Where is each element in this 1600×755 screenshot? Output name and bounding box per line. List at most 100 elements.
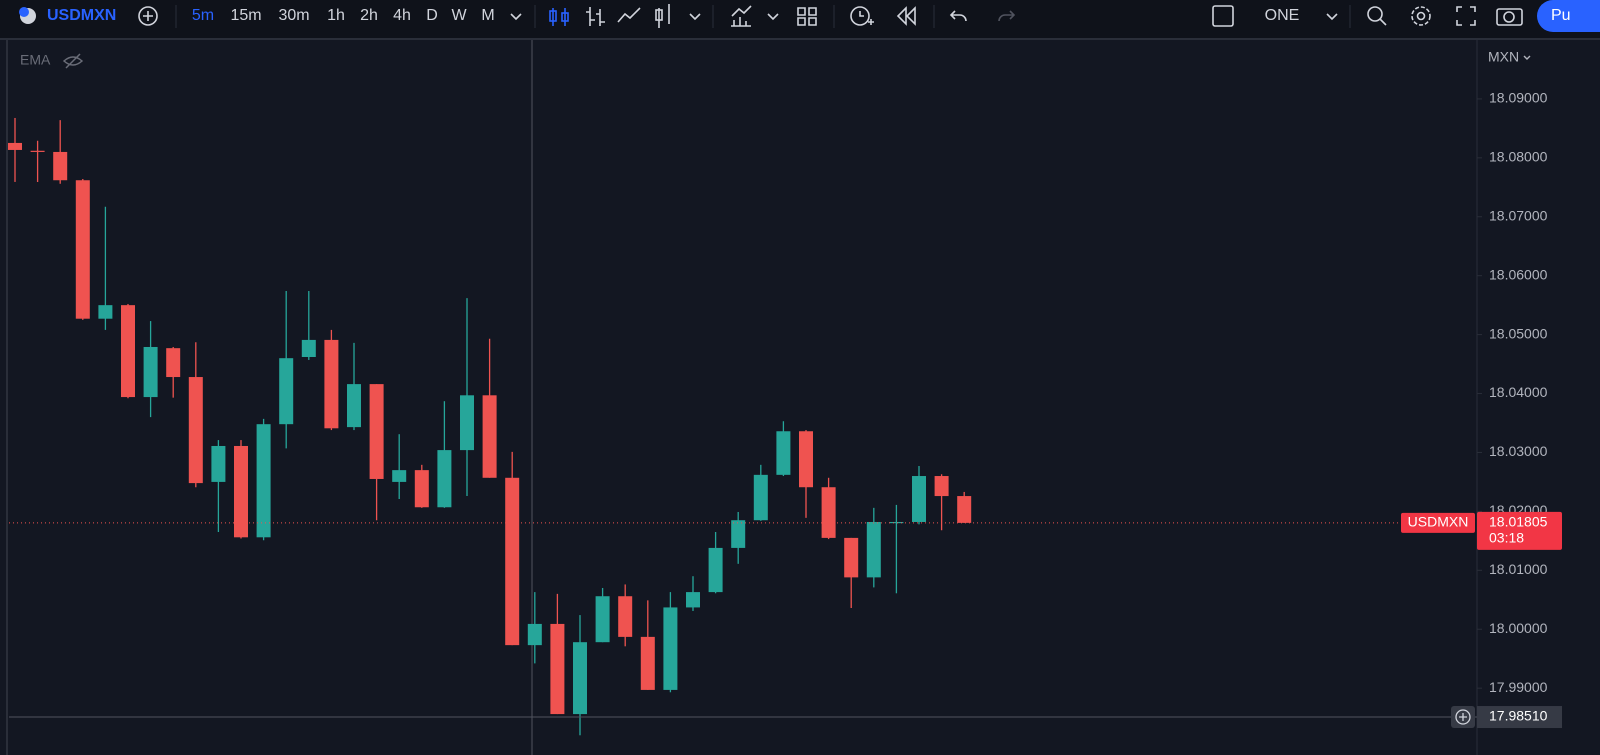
candle-body	[640, 636, 655, 690]
candle-body	[8, 142, 22, 150]
indicators-icon[interactable]	[731, 5, 752, 27]
candle-body	[708, 547, 723, 593]
candle-body	[957, 496, 972, 523]
candle-body	[618, 596, 633, 637]
candle-body	[414, 470, 429, 508]
screenshot-icon[interactable]	[1496, 8, 1523, 26]
candle-body	[188, 377, 203, 484]
candle-body	[279, 358, 294, 425]
candle-body	[527, 623, 542, 646]
candle-body	[256, 424, 271, 538]
candle-body	[437, 450, 452, 508]
candle-body	[934, 476, 949, 497]
layouts-icon[interactable]	[797, 7, 817, 26]
last-price-tag	[1477, 511, 1562, 550]
candle-body	[821, 487, 836, 538]
candle-body	[301, 339, 316, 358]
interval[interactable]: D	[426, 7, 438, 24]
y-tick-label: 18.07000	[1489, 207, 1548, 223]
interval-dropdown[interactable]	[510, 13, 522, 21]
y-tick-label: 17.99000	[1489, 679, 1548, 695]
candle-body	[460, 395, 474, 451]
symbol-price-tag	[1401, 512, 1475, 533]
settings-icon[interactable]	[1411, 6, 1431, 26]
candle-body	[166, 348, 181, 378]
last-price-label: 18.01805	[1489, 514, 1548, 530]
y-tick-label: 18.06000	[1489, 266, 1548, 282]
y-tick-label: 18.05000	[1489, 325, 1548, 341]
flag-icon-part	[19, 7, 29, 17]
layout-dropdown[interactable]	[1326, 13, 1338, 21]
candle-body	[234, 445, 248, 538]
indicator-name[interactable]: EMA	[20, 52, 51, 68]
countdown: 03:18	[1489, 530, 1524, 546]
candle-body	[550, 623, 565, 715]
candle-body	[753, 474, 768, 521]
replay-icon[interactable]	[896, 6, 916, 26]
interval[interactable]: M	[481, 7, 494, 24]
candle-body	[75, 180, 90, 319]
symbol[interactable]: USDMXN	[47, 7, 116, 24]
indicators-dropdown[interactable]	[767, 13, 779, 21]
candle-body	[347, 384, 361, 428]
alert-icon-hands	[859, 11, 874, 25]
screenshot-lens	[1503, 11, 1515, 23]
interval[interactable]: 1h	[327, 7, 345, 24]
hide-indicator-icon[interactable]	[62, 53, 84, 69]
add-symbol-icon[interactable]	[138, 6, 158, 26]
line-icon[interactable]	[617, 7, 641, 23]
y-tick-label: 18.09000	[1489, 90, 1548, 106]
interval[interactable]: 30m	[278, 7, 309, 24]
y-tick-label: 18.00000	[1489, 620, 1548, 636]
candle-body	[30, 150, 45, 152]
undo-icon[interactable]	[949, 10, 967, 22]
candle-body	[573, 642, 587, 715]
interval[interactable]: 5m	[192, 7, 214, 24]
alert-icon[interactable]	[850, 6, 870, 26]
candle-body	[799, 431, 813, 488]
symbol-price-tag-label: USDMXN	[1408, 514, 1469, 530]
y-tick-label: 18.01000	[1489, 561, 1548, 577]
search-icon[interactable]	[1367, 6, 1383, 22]
chart-type-dropdown[interactable]	[689, 13, 701, 21]
currency[interactable]: MXN	[1488, 49, 1519, 65]
layout-icon[interactable]	[1212, 5, 1234, 27]
candle-body	[505, 477, 520, 646]
bars-icon[interactable]	[586, 7, 605, 26]
currency-dropdown[interactable]	[1523, 55, 1531, 60]
publish-button[interactable]	[1537, 0, 1600, 32]
candle-body	[776, 431, 791, 475]
candles-icon	[561, 12, 569, 22]
candle-body	[844, 537, 859, 578]
interval[interactable]: 15m	[230, 7, 261, 24]
search-icon-handle	[1379, 18, 1387, 26]
candle-body	[912, 476, 926, 522]
interval[interactable]: 2h	[360, 7, 378, 24]
settings-icon-center	[1416, 11, 1426, 21]
candles-icon	[549, 10, 557, 22]
candle-body	[98, 305, 113, 319]
candle-body	[211, 445, 226, 482]
interval[interactable]: 4h	[393, 7, 411, 24]
candle-body	[663, 607, 678, 690]
candle-body	[731, 520, 746, 548]
y-tick-label: 18.04000	[1489, 384, 1548, 400]
candle-body	[889, 521, 904, 524]
candle-body	[143, 346, 158, 398]
crosshair-plus-icon	[1459, 713, 1467, 722]
toolbar	[0, 0, 1600, 38]
fullscreen-icon[interactable]	[1456, 6, 1476, 26]
candle-body	[482, 395, 497, 478]
hollow-icon[interactable]	[658, 4, 670, 28]
interval[interactable]: W	[451, 7, 467, 24]
y-tick-label: 18.03000	[1489, 443, 1548, 459]
candle-body	[121, 305, 135, 398]
redo-icon	[998, 10, 1016, 22]
candle-body	[686, 592, 700, 608]
candle-body	[53, 151, 68, 181]
candle-body	[392, 470, 407, 482]
layout-name[interactable]: ONE	[1265, 7, 1300, 24]
publish-label[interactable]: Pu	[1551, 7, 1571, 24]
